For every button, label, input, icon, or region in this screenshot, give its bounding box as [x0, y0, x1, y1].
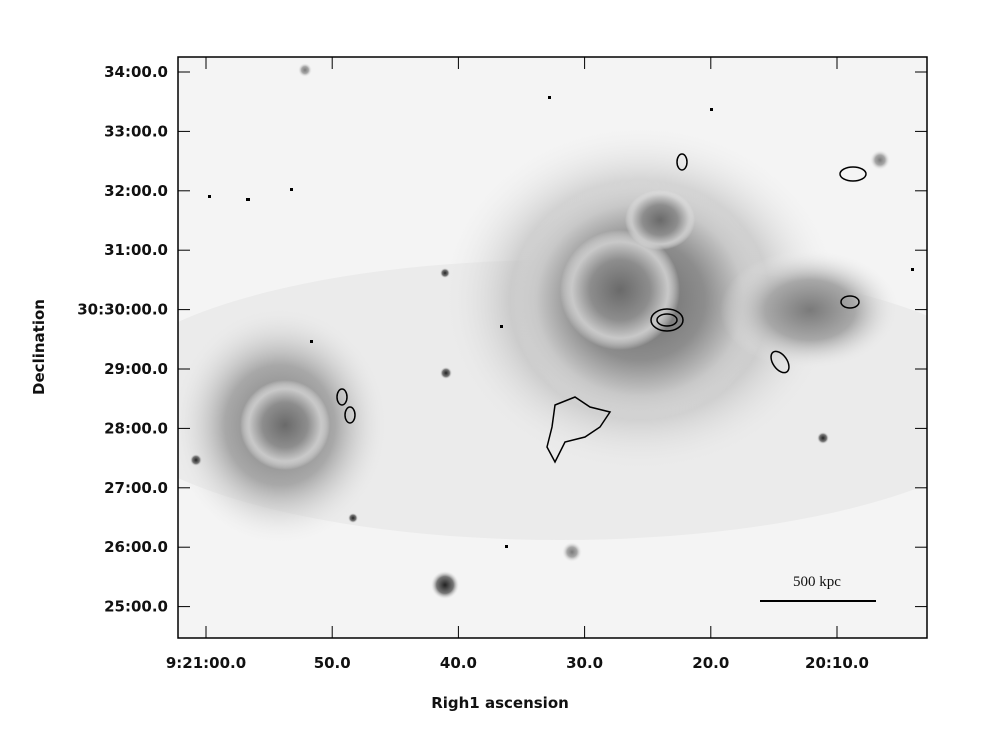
y-axis-label: Declination	[30, 299, 48, 395]
y-tick-label: 27:00.0	[104, 479, 168, 497]
y-tick-label: 28:00.0	[104, 419, 168, 437]
x-tick-label: 30.0	[566, 654, 603, 672]
scale-bar-label: 500 kpc	[793, 574, 841, 590]
x-tick-label: 9:21:00.0	[166, 654, 246, 672]
y-axis: 34:00.0 33:00.0 32:00.0 31:00.0 30:30:00.0 29…	[77, 63, 927, 616]
x-tick-label: 50.0	[314, 654, 351, 672]
x-axis: 9:21:00.0 50.0 40.0 30.0 20.0 20:10.0	[166, 57, 869, 672]
x-tick-label: 20.0	[692, 654, 729, 672]
y-tick-label: 25:00.0	[104, 598, 168, 616]
x-tick-label: 20:10.0	[805, 654, 869, 672]
x-tick-label: 40.0	[440, 654, 477, 672]
y-tick-label: 29:00.0	[104, 360, 168, 378]
y-tick-label: 34:00.0	[104, 63, 168, 81]
y-tick-label: 32:00.0	[104, 182, 168, 200]
x-axis-label: Righ1 ascension	[431, 694, 569, 712]
y-tick-label: 26:00.0	[104, 538, 168, 556]
image	[178, 57, 927, 638]
y-tick-label: 30:30:00.0	[77, 301, 168, 319]
y-tick-label: 31:00.0	[104, 241, 168, 259]
frame	[177, 56, 928, 639]
y-tick-label: 33:00.0	[104, 122, 168, 140]
